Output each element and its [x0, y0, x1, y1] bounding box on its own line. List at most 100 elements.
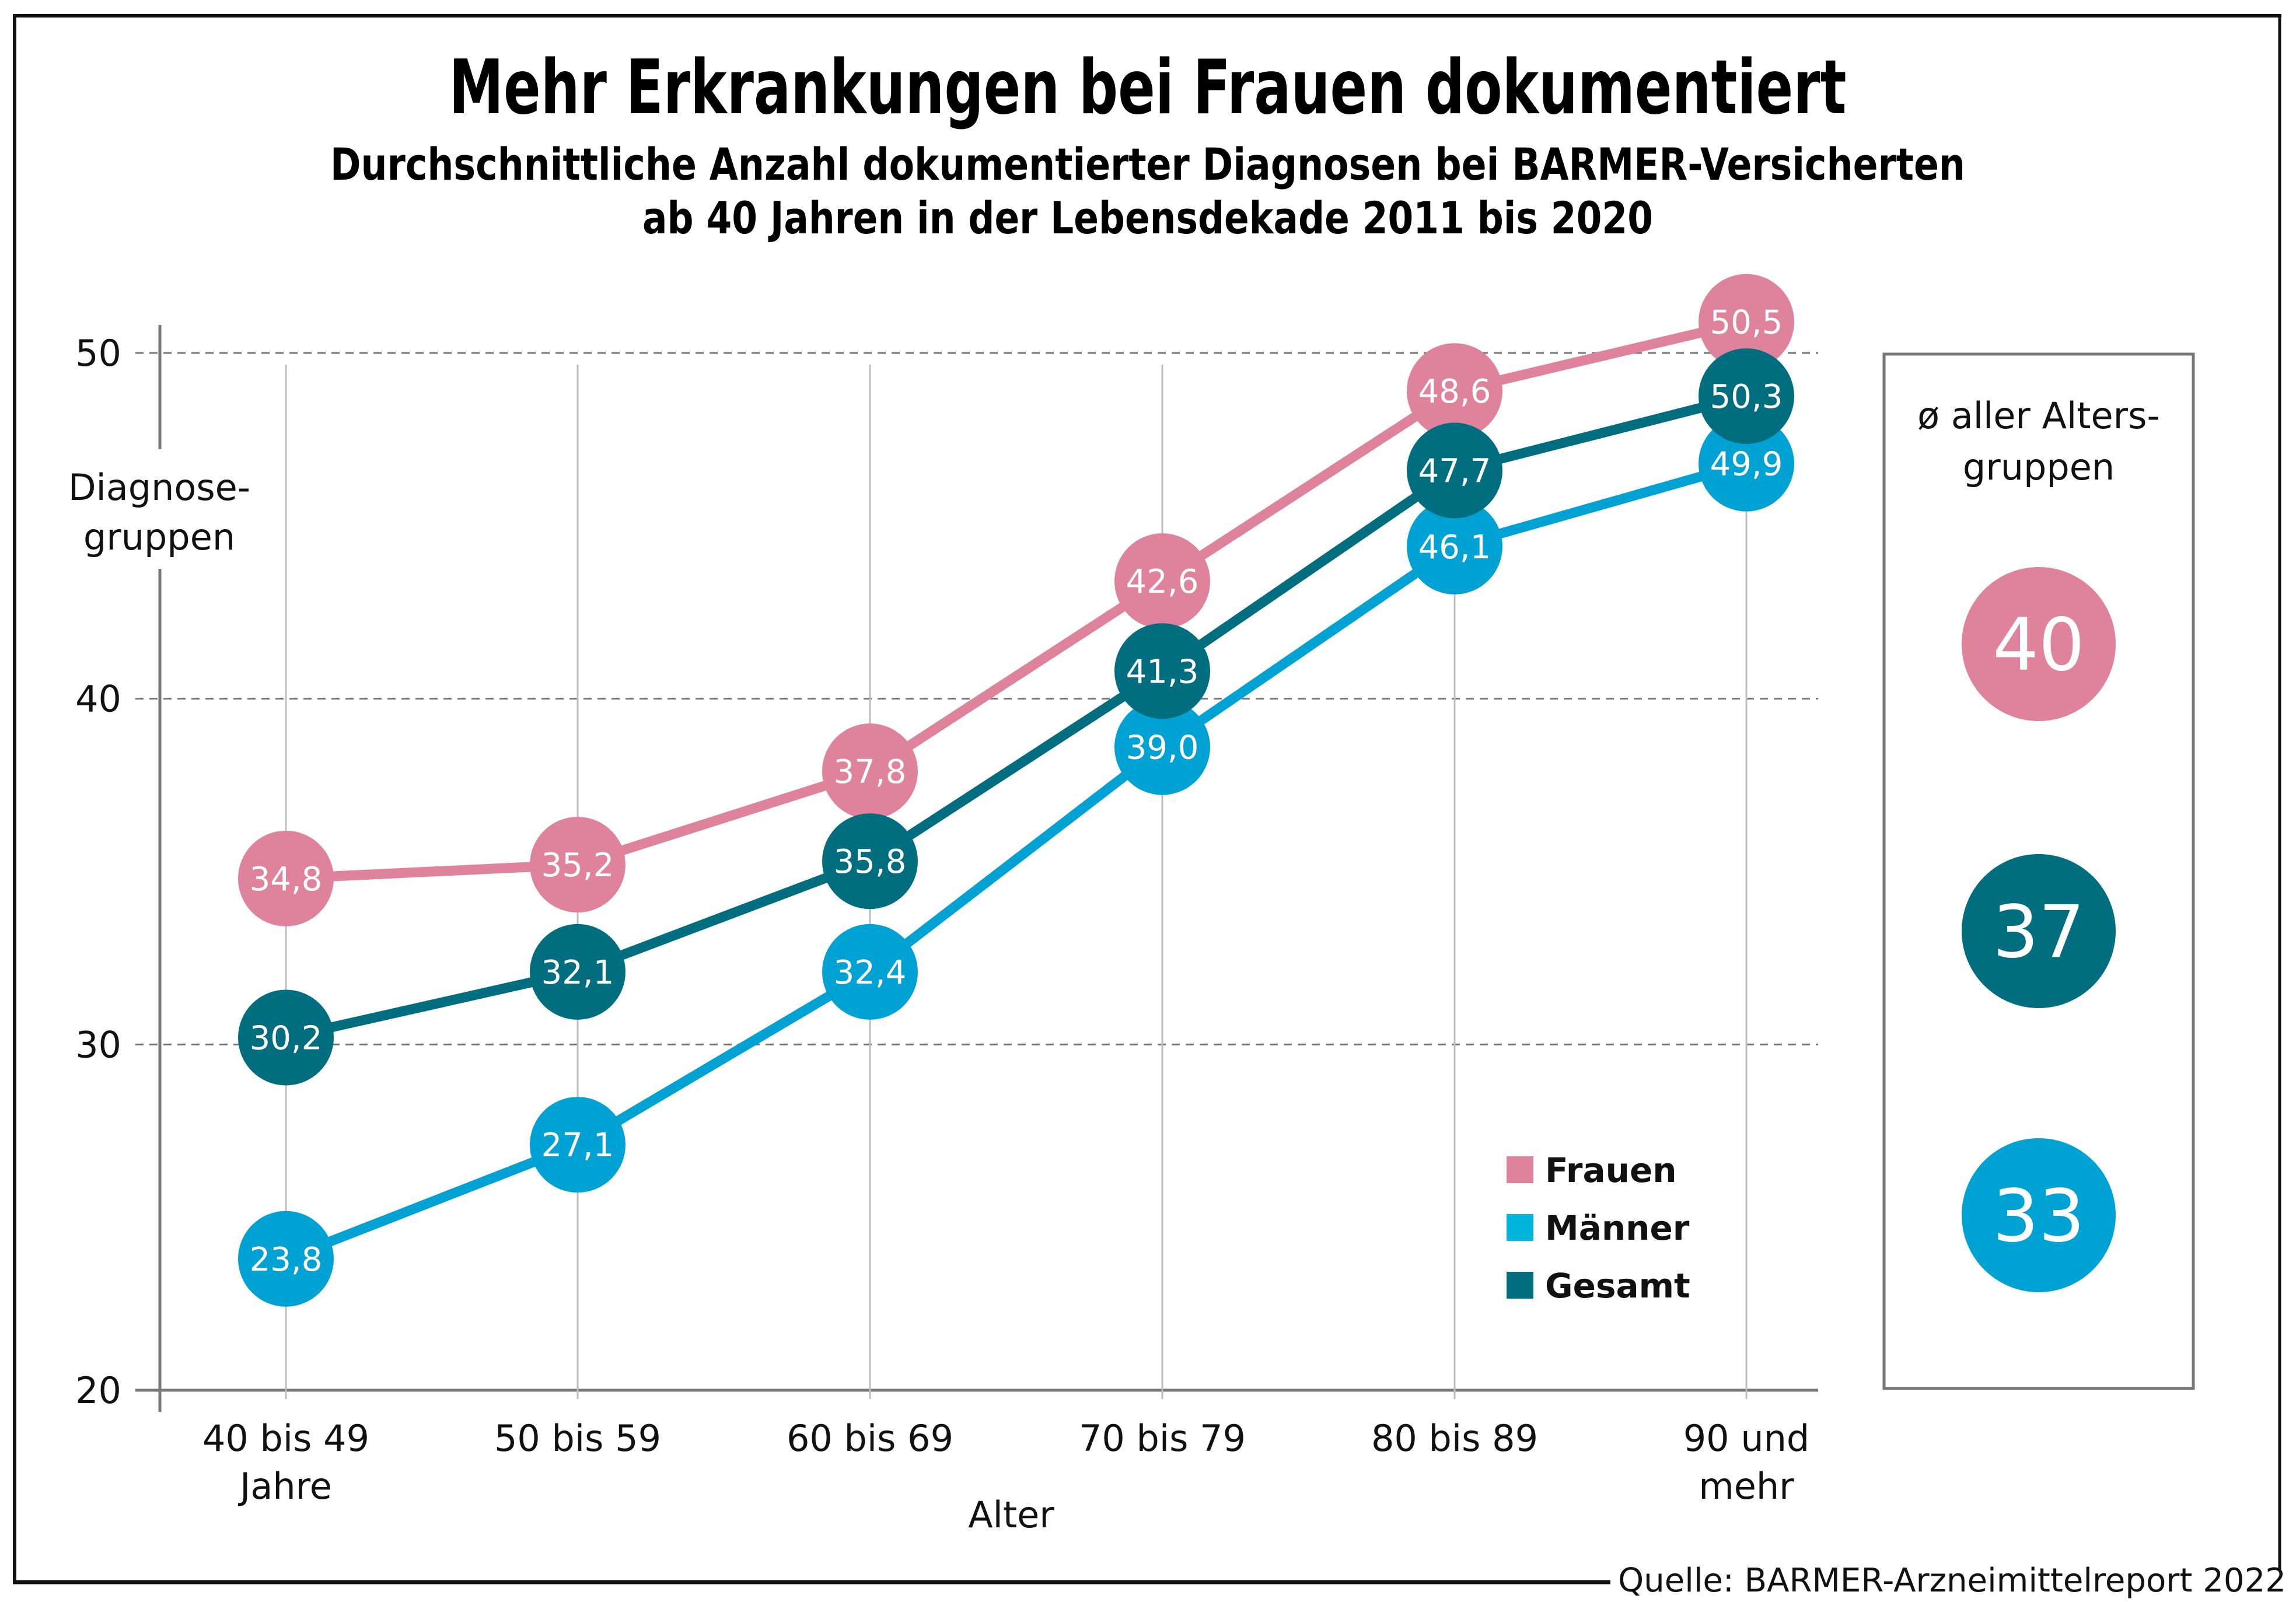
data-point-label: 42,6: [1126, 563, 1199, 601]
data-point: 27,1: [530, 1097, 625, 1193]
legend-swatch: [1507, 1156, 1533, 1183]
data-point-label: 35,8: [834, 843, 907, 881]
y-tick-label: 20: [75, 1369, 121, 1412]
legend-item: Männer: [1507, 1208, 1690, 1248]
data-point-label: 27,1: [541, 1127, 614, 1164]
data-point: 34,8: [238, 830, 334, 926]
data-point-label: 41,3: [1126, 653, 1199, 691]
x-tick-label: 70 bis 79: [1079, 1417, 1246, 1460]
x-axis-title: Alter: [968, 1493, 1054, 1536]
y-tick-label: 30: [75, 1023, 121, 1066]
data-point: 32,4: [822, 924, 918, 1020]
data-point-marker: [530, 924, 625, 1020]
average-badge-value: 40: [1993, 603, 2085, 687]
data-point: 23,8: [238, 1211, 334, 1307]
legend-label: Frauen: [1545, 1150, 1677, 1190]
data-point: 35,2: [530, 817, 625, 913]
series-points: 34,8 35,2 37,8 42,6 48,6 50,5 23,8 27,1 32,4 39,0…: [238, 274, 1794, 1307]
data-point: 49,9: [1699, 415, 1794, 512]
chart-subtitle-line-2: ab 40 Jahren in der Lebensdekade 2011 bi…: [642, 192, 1653, 244]
series-line-männer: [284, 459, 1748, 1264]
data-point-marker: [1407, 422, 1502, 519]
data-point-label: 39,0: [1126, 729, 1199, 767]
average-badge: 40: [1962, 567, 2116, 721]
data-point: 41,3: [1114, 623, 1210, 719]
frame: [13, 14, 2281, 1584]
series-lines: [284, 317, 1748, 1264]
data-point-label: 32,4: [834, 954, 907, 992]
data-point-marker: [530, 1097, 625, 1193]
x-tick-label: 80 bis 89: [1371, 1417, 1538, 1460]
data-point: 37,8: [822, 723, 918, 820]
data-point-marker: [1114, 623, 1210, 719]
x-tick-label: 60 bis 69: [787, 1417, 953, 1460]
data-point-marker: [1699, 415, 1794, 512]
x-tick-label: 50 bis 59: [494, 1417, 661, 1460]
data-point: 47,7: [1407, 422, 1502, 519]
data-point: 50,5: [1699, 274, 1794, 370]
data-point-marker: [238, 989, 334, 1086]
data-point: 35,8: [822, 813, 918, 910]
data-point: 39,0: [1114, 699, 1210, 795]
y-axis-title-line-1: Diagnose-: [68, 466, 250, 509]
data-point-label: 30,2: [250, 1019, 323, 1057]
data-point-label: 48,6: [1418, 373, 1491, 411]
x-tick-label: 90 und: [1683, 1417, 1810, 1460]
data-point-marker: [238, 1211, 334, 1307]
data-point-marker: [1407, 498, 1502, 594]
axes: 40 bis 49 Jahre 50 bis 59 60 bis 69 70 bis 7…: [158, 325, 1810, 1507]
series-line-frauen: [285, 317, 1748, 884]
average-badge-circle: [1962, 854, 2116, 1008]
data-point-marker: [822, 924, 918, 1020]
y-axis-title-line-2: gruppen: [83, 516, 235, 558]
y-tick-label: 50: [75, 332, 121, 375]
averages-panel: ø aller Alters- gruppen 40 37 33: [1882, 352, 2195, 1390]
data-point: 32,1: [530, 924, 625, 1020]
data-point-label: 50,5: [1710, 304, 1783, 342]
data-point: 50,3: [1699, 348, 1794, 445]
legend: Frauen Männer Gesamt: [1507, 1150, 1690, 1306]
averages-title-line-1: ø aller Alters-: [1917, 394, 2160, 437]
average-badge-value: 33: [1993, 1174, 2085, 1258]
legend-label: Männer: [1545, 1208, 1690, 1248]
data-point-marker: [822, 723, 918, 820]
data-point-marker: [1114, 699, 1210, 795]
data-point-marker: [1407, 343, 1502, 439]
data-point-label: 34,8: [250, 861, 323, 898]
data-point-label: 37,8: [834, 753, 907, 791]
data-point: 42,6: [1114, 533, 1210, 629]
data-point-marker: [1699, 348, 1794, 445]
x-tick-label: mehr: [1699, 1465, 1794, 1507]
data-point: 30,2: [238, 989, 334, 1086]
data-point-label: 35,2: [541, 847, 614, 884]
data-point-label: 49,9: [1710, 446, 1783, 484]
data-point-marker: [1699, 274, 1794, 370]
averages-title-line-2: gruppen: [1963, 446, 2115, 488]
x-tick-label: 40 bis 49: [202, 1417, 369, 1460]
data-point-label: 23,8: [250, 1241, 323, 1279]
average-badge-value: 37: [1993, 890, 2085, 974]
data-point-marker: [530, 817, 625, 913]
chart-subtitle-line-1: Durchschnittliche Anzahl dokumentierter …: [330, 138, 1965, 190]
average-badge-circle: [1962, 1138, 2116, 1292]
legend-item: Frauen: [1507, 1150, 1677, 1190]
x-tick-label: Jahre: [237, 1465, 332, 1507]
average-badge-circle: [1962, 567, 2116, 721]
legend-label: Gesamt: [1545, 1266, 1690, 1306]
data-point-label: 50,3: [1710, 378, 1783, 416]
data-point-label: 47,7: [1418, 453, 1491, 491]
data-point-marker: [238, 830, 334, 926]
data-point-label: 46,1: [1418, 529, 1491, 566]
data-point-marker: [1114, 533, 1210, 629]
legend-swatch: [1507, 1272, 1533, 1299]
data-point: 46,1: [1407, 498, 1502, 594]
average-badge: 33: [1962, 1138, 2116, 1292]
data-point-marker: [822, 813, 918, 910]
y-tick-label: 40: [75, 678, 121, 720]
legend-item: Gesamt: [1507, 1266, 1690, 1306]
source-note: Quelle: BARMER-Arzneimittelreport 2022: [1618, 1562, 2286, 1600]
data-point-label: 32,1: [541, 954, 614, 992]
legend-swatch: [1507, 1214, 1533, 1241]
data-point: 48,6: [1407, 343, 1502, 439]
